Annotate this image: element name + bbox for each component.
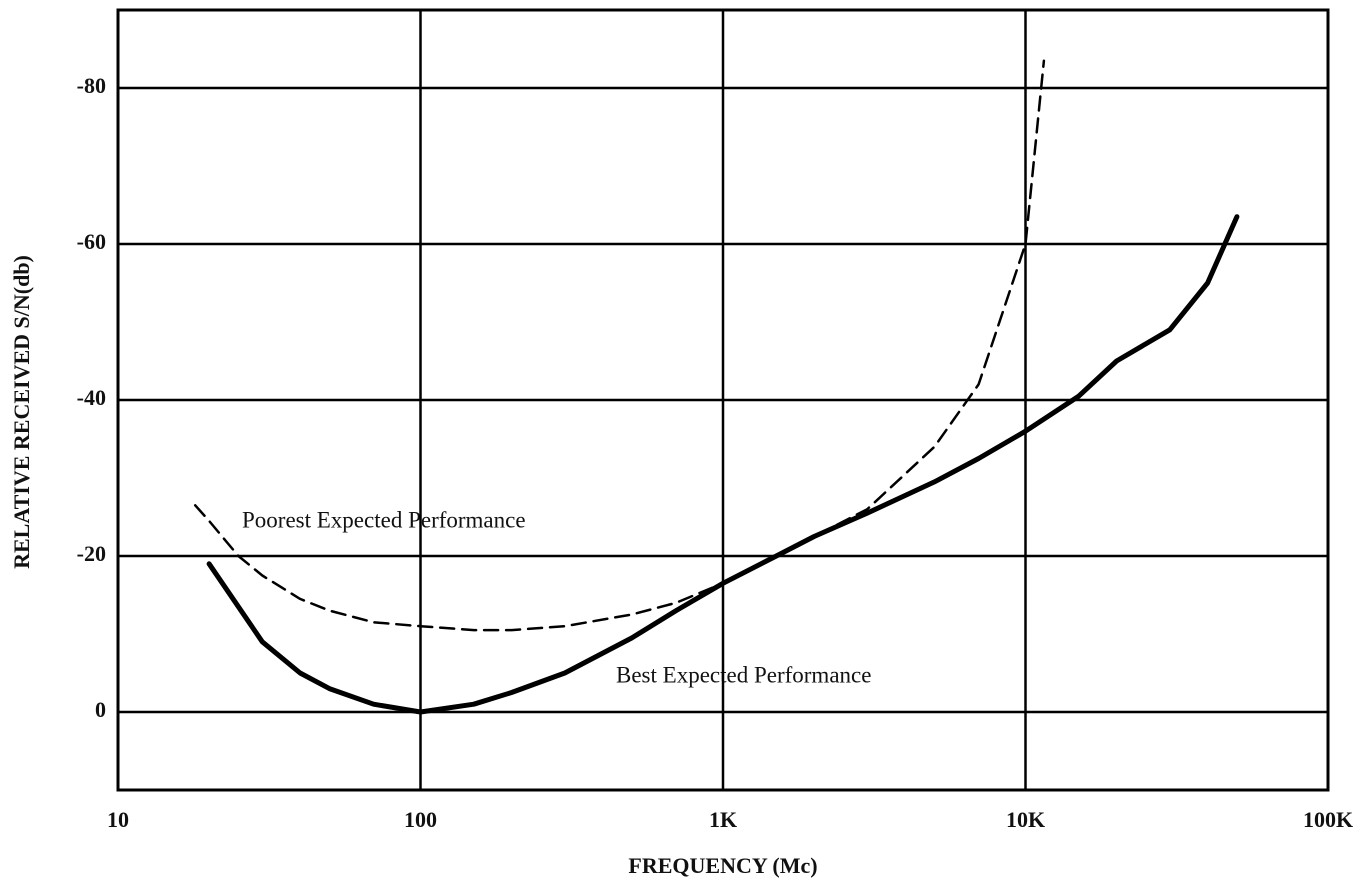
y-tick-label: -40 xyxy=(77,385,106,410)
annotation: Best Expected Performance xyxy=(616,662,871,687)
x-tick-label: 10K xyxy=(1006,807,1045,832)
y-tick-label: -60 xyxy=(77,229,106,254)
y-axis-label: RELATIVE RECEIVED S/N(db) xyxy=(9,255,34,569)
x-axis-label: FREQUENCY (Mc) xyxy=(628,853,817,878)
y-tick-label: 0 xyxy=(95,697,106,722)
y-tick-label: -20 xyxy=(77,541,106,566)
annotation: Poorest Expected Performance xyxy=(242,507,526,532)
x-tick-label: 10 xyxy=(107,807,129,832)
line-series xyxy=(193,59,1046,632)
x-tick-label: 1K xyxy=(709,807,737,832)
x-tick-label: 100K xyxy=(1303,807,1353,832)
y-tick-label: -80 xyxy=(77,73,106,98)
x-tick-label: 100 xyxy=(404,807,437,832)
